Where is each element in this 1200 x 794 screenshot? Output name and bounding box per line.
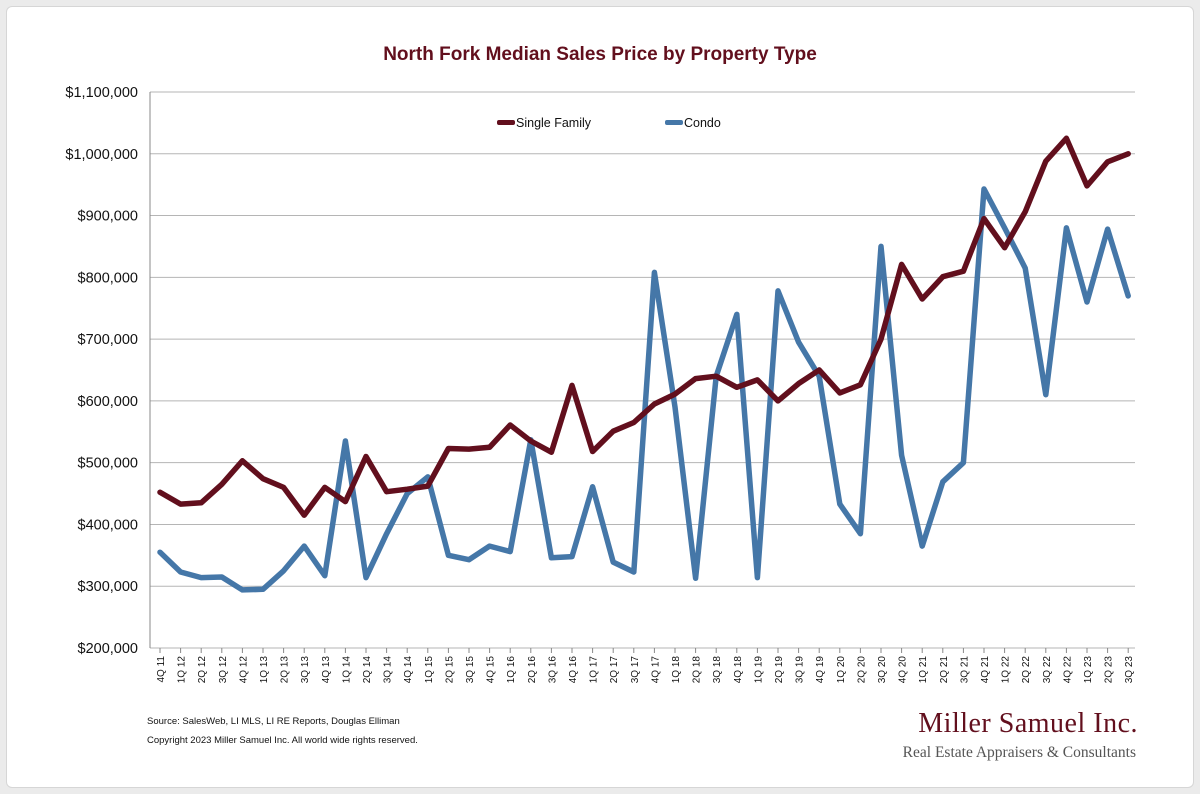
- x-tick-label: 3Q 15: [465, 656, 476, 684]
- chart-title: North Fork Median Sales Price by Propert…: [383, 44, 817, 65]
- x-tick-label: 4Q 22: [1062, 656, 1073, 684]
- legend-item-single-family: Single Family: [497, 116, 591, 130]
- x-tick-label: 4Q 19: [815, 656, 826, 684]
- x-tick-label: 2Q 14: [362, 656, 373, 684]
- x-tick-label: 3Q 18: [712, 656, 723, 684]
- series-line-condo: [157, 186, 1131, 593]
- x-tick-label: 4Q 11: [156, 656, 167, 683]
- x-tick-label: 4Q 12: [238, 656, 249, 684]
- x-tick-label: 4Q 14: [403, 656, 414, 684]
- y-tick-label: $500,000: [78, 456, 138, 472]
- y-tick-label: $800,000: [78, 270, 138, 286]
- x-tick-label: 3Q 14: [383, 656, 394, 684]
- source-note: Source: SalesWeb, LI MLS, LI RE Reports,…: [147, 716, 400, 727]
- chart-card: [6, 6, 1194, 788]
- x-tick-label: 1Q 13: [259, 656, 270, 684]
- x-tick-label: 3Q 20: [877, 656, 888, 684]
- y-tick-label: $200,000: [78, 641, 138, 657]
- x-tick-label: 2Q 23: [1104, 656, 1115, 684]
- brand-logo-name: Miller Samuel Inc.: [918, 708, 1138, 739]
- x-tick-label: 1Q 23: [1083, 656, 1094, 684]
- x-tick-label: 2Q 18: [692, 656, 703, 684]
- x-tick-label: 3Q 17: [630, 656, 641, 684]
- x-tick-label: 3Q 19: [795, 656, 806, 684]
- x-tick-label: 1Q 12: [177, 656, 188, 684]
- x-tick-label: 4Q 15: [486, 656, 497, 684]
- series-line-single-family: [157, 135, 1131, 518]
- x-tick-label: 4Q 20: [898, 656, 909, 684]
- x-tick-label: 1Q 20: [836, 656, 847, 684]
- legend-label-single-family: Single Family: [516, 116, 592, 130]
- brand-tagline: Real Estate Appraisers & Consultants: [902, 744, 1136, 761]
- legend-swatch-single-family: [497, 120, 515, 126]
- x-tick-label: 4Q 13: [321, 656, 332, 684]
- x-tick-label: 3Q 16: [547, 656, 558, 684]
- legend-item-condo: Condo: [665, 116, 721, 130]
- y-tick-label: $700,000: [78, 332, 138, 348]
- x-tick-label: 3Q 13: [300, 656, 311, 684]
- x-tick-label: 1Q 18: [671, 656, 682, 684]
- x-tick-label: 1Q 16: [506, 656, 517, 684]
- x-tick-label: 2Q 20: [856, 656, 867, 684]
- y-tick-label: $400,000: [78, 517, 138, 533]
- x-tick-label: 2Q 22: [1021, 656, 1032, 684]
- x-tick-label: 2Q 21: [939, 656, 950, 684]
- y-tick-label: $600,000: [78, 394, 138, 410]
- x-tick-label: 4Q 18: [733, 656, 744, 684]
- x-tick-label: 3Q 23: [1124, 656, 1135, 684]
- y-tick-label: $1,000,000: [65, 147, 138, 163]
- x-tick-label: 2Q 15: [444, 656, 455, 684]
- x-tick-label: 1Q 15: [424, 656, 435, 684]
- legend-swatch-condo: [665, 120, 683, 126]
- x-tick-label: 3Q 12: [218, 656, 229, 684]
- x-tick-label: 2Q 17: [609, 656, 620, 684]
- x-tick-label: 1Q 17: [589, 656, 600, 684]
- x-tick-label: 2Q 16: [527, 656, 538, 684]
- copyright-note: Copyright 2023 Miller Samuel Inc. All wo…: [147, 735, 418, 746]
- x-tick-label: 3Q 22: [1042, 656, 1053, 684]
- x-tick-label: 1Q 14: [341, 656, 352, 684]
- x-tick-label: 4Q 21: [980, 656, 991, 684]
- x-tick-label: 1Q 21: [918, 656, 929, 684]
- x-tick-label: 2Q 13: [280, 656, 291, 684]
- legend-label-condo: Condo: [684, 116, 721, 130]
- x-tick-label: 1Q 19: [753, 656, 764, 684]
- x-tick-label: 2Q 19: [774, 656, 785, 684]
- y-tick-label: $300,000: [78, 579, 138, 595]
- y-tick-label: $1,100,000: [65, 85, 138, 101]
- x-tick-label: 2Q 12: [197, 656, 208, 684]
- x-tick-label: 3Q 21: [959, 656, 970, 684]
- x-tick-label: 4Q 16: [568, 656, 579, 684]
- y-tick-label: $900,000: [78, 209, 138, 225]
- x-tick-label: 1Q 22: [1001, 656, 1012, 684]
- x-tick-label: 4Q 17: [650, 656, 661, 684]
